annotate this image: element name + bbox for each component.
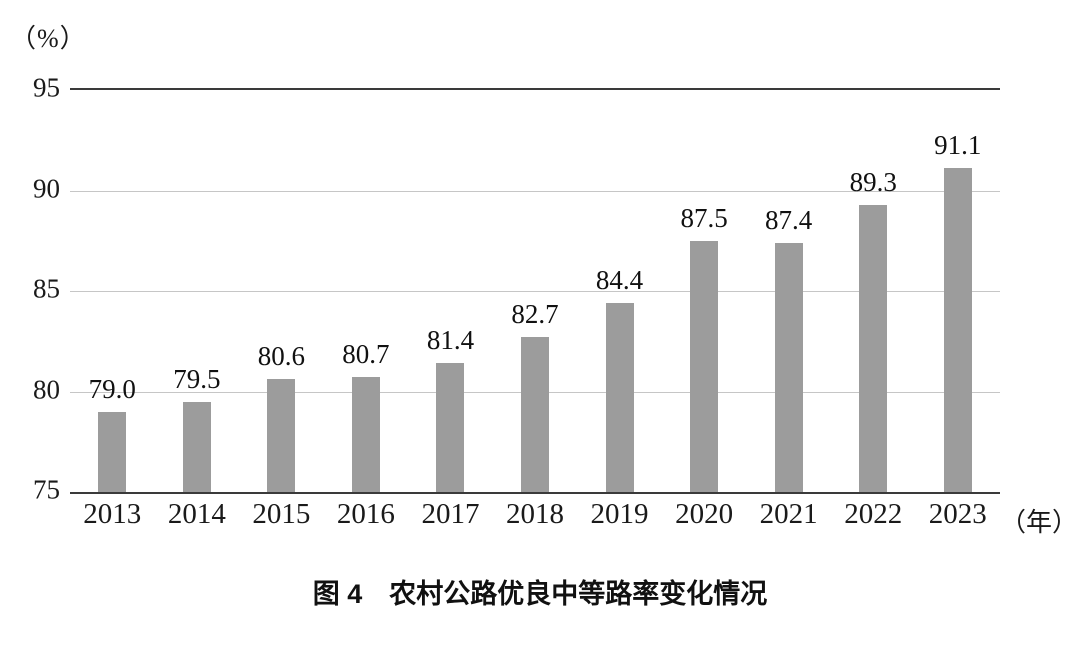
bar xyxy=(436,363,465,492)
bar-slot: 87.5 xyxy=(662,90,747,492)
x-tick-label: 2020 xyxy=(675,498,734,530)
y-tick-label: 85 xyxy=(33,273,60,304)
bar-value-label: 87.4 xyxy=(765,204,813,235)
bar-slot: 91.1 xyxy=(915,90,1000,492)
bar-value-label: 82.7 xyxy=(511,299,559,330)
y-tick-label: 75 xyxy=(33,474,60,505)
x-tick-label: 2018 xyxy=(506,498,564,530)
bars-layer: 79.0 79.5 80.6 80.7 81.4 82.7 84.4 87.5 87.4 89.3… xyxy=(70,90,1000,492)
y-tick-label: 95 xyxy=(33,72,60,103)
bar xyxy=(943,168,972,492)
gridline xyxy=(70,190,1000,192)
bar xyxy=(774,242,803,492)
bar xyxy=(859,204,888,492)
x-axis-unit-label: （年） xyxy=(1000,508,1079,537)
bar-value-label: 80.6 xyxy=(257,341,305,372)
x-axis-tick-labels: 2013 2014 2015 2016 2017 2018 2019 2020 2021 2022… xyxy=(70,498,1000,531)
x-tick-label: 2019 xyxy=(590,498,649,530)
x-tick-label: 2017 xyxy=(421,498,480,530)
bar-slot: 84.4 xyxy=(577,90,662,492)
bar-value-label: 81.4 xyxy=(426,325,475,356)
bar xyxy=(690,240,719,492)
bar-slot: 79.0 xyxy=(70,90,155,492)
x-tick-label: 2022 xyxy=(844,498,903,530)
bar xyxy=(267,379,296,492)
bar-value-label: 89.3 xyxy=(849,166,897,197)
bar-value-label: 80.7 xyxy=(342,339,390,370)
bar-slot: 81.4 xyxy=(408,90,493,492)
bar-value-label: 91.1 xyxy=(934,130,982,161)
x-tick-label: 2023 xyxy=(928,498,987,530)
bar xyxy=(182,401,211,492)
x-tick-label: 2016 xyxy=(336,498,395,530)
x-tick-label: 2015 xyxy=(252,498,311,530)
bar xyxy=(521,337,549,492)
bar-slot: 89.3 xyxy=(831,90,916,492)
gridline xyxy=(70,291,1000,292)
bar xyxy=(351,377,380,492)
y-tick-label: 90 xyxy=(33,173,60,203)
bar-value-label: 84.4 xyxy=(595,265,644,296)
bar-value-label: 79.5 xyxy=(173,363,221,394)
bar-slot: 87.4 xyxy=(746,90,831,492)
x-tick-label: 2014 xyxy=(167,498,226,530)
bar xyxy=(605,303,634,492)
y-axis-unit-label: （%） xyxy=(10,24,87,53)
y-axis-tick-labels: 95 90 85 80 75 xyxy=(0,73,60,505)
x-tick-label: 2021 xyxy=(759,498,818,530)
chart-caption: 图 4 农村公路优良中等路率变化情况 xyxy=(312,579,768,609)
plot-area: 79.0 79.5 80.6 80.7 81.4 82.7 84.4 87.5 87.4 89.3… xyxy=(70,88,1000,494)
x-tick-label: 2013 xyxy=(83,498,142,530)
bar-value-label: 87.5 xyxy=(680,202,728,233)
bar-value-label: 79.0 xyxy=(88,373,136,404)
bar-slot: 79.5 xyxy=(155,90,240,492)
bar-slot: 80.7 xyxy=(324,90,409,492)
y-tick-label: 80 xyxy=(33,374,60,404)
bar-slot: 80.6 xyxy=(239,90,324,492)
bar-slot: 82.7 xyxy=(493,90,578,492)
bar xyxy=(98,411,127,492)
